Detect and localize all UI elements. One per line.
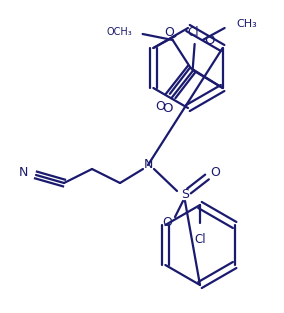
Text: O: O: [205, 33, 215, 47]
Text: N: N: [19, 167, 28, 179]
Text: S: S: [181, 188, 189, 202]
Text: OCH₃: OCH₃: [107, 27, 133, 37]
Text: O: O: [165, 25, 175, 38]
Text: CH₃: CH₃: [237, 19, 257, 29]
Text: O: O: [210, 167, 220, 179]
Text: O: O: [156, 100, 166, 112]
Text: Cl: Cl: [187, 25, 199, 38]
Text: O: O: [162, 217, 172, 229]
Text: N: N: [143, 158, 153, 172]
Text: Cl: Cl: [194, 233, 206, 246]
Text: O: O: [162, 101, 173, 115]
